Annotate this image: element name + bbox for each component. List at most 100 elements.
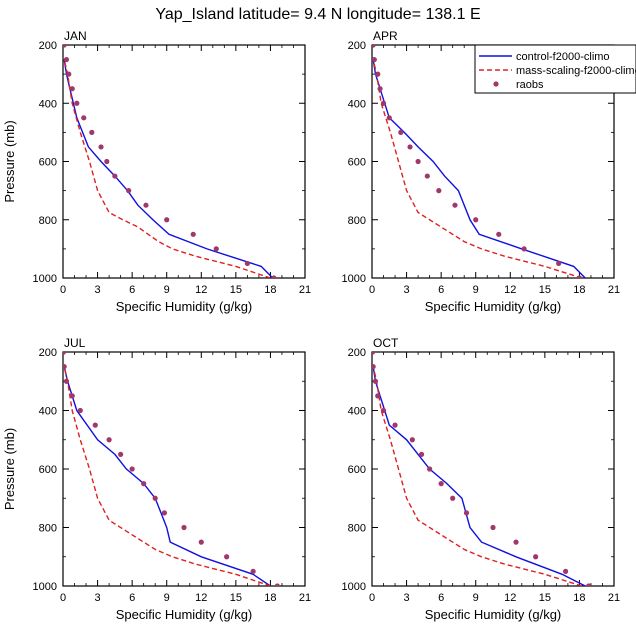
raobs-point <box>463 510 470 516</box>
raobs-point <box>129 466 135 472</box>
raobs-point <box>250 568 256 574</box>
x-axis-label: Specific Humidity (g/kg) <box>425 607 562 622</box>
y-tick-label: 400 <box>39 98 57 110</box>
plot-area <box>372 352 592 586</box>
mass-scaling-line <box>372 366 582 586</box>
x-tick-label: 0 <box>369 284 375 296</box>
raobs-point <box>427 466 433 472</box>
panel-oct: 0 3 6 9 12 15 18 21 200 400 600 800 1000 OCT Specific … <box>342 336 621 622</box>
raobs-point <box>377 86 383 92</box>
x-tick-label: 9 <box>473 284 479 296</box>
control-line <box>63 366 271 586</box>
raobs-point <box>424 173 430 179</box>
y-tick-label: 600 <box>348 157 366 169</box>
x-tick-label: 3 <box>404 284 410 296</box>
plot-area <box>372 45 586 278</box>
x-tick-label: 21 <box>299 592 311 604</box>
y-tick-label: 1000 <box>342 581 366 593</box>
raobs-point <box>106 437 112 443</box>
plot-frame <box>62 44 306 279</box>
raobs-point <box>409 437 415 443</box>
raobs-point <box>372 56 377 63</box>
x-tick-label: 18 <box>573 592 585 604</box>
raobs-point <box>586 583 592 586</box>
raobs-point <box>563 568 569 574</box>
raobs-point <box>521 246 527 252</box>
raobs-point <box>224 554 230 560</box>
raobs-point <box>418 451 425 457</box>
y-tick-label: 800 <box>39 215 57 227</box>
x-tick-label: 15 <box>539 284 551 296</box>
raobs-point <box>92 422 98 428</box>
x-tick-label: 18 <box>264 284 276 296</box>
raobs-point <box>438 481 444 487</box>
x-tick-label: 3 <box>95 592 101 604</box>
raobs-point <box>118 451 124 457</box>
x-tick-label: 3 <box>95 284 101 296</box>
raobs-point <box>407 144 413 150</box>
raobs-point <box>372 352 376 355</box>
y-tick-label: 800 <box>348 215 366 227</box>
raobs-point <box>244 260 250 267</box>
raobs-point <box>496 231 502 237</box>
raobs-point <box>372 364 376 370</box>
y-tick-label: 800 <box>39 523 57 535</box>
legend-box <box>474 44 636 94</box>
raobs-point <box>473 217 479 223</box>
y-tick-label: 400 <box>348 406 366 418</box>
x-tick-label: 12 <box>195 284 207 296</box>
panel-month-label: APR <box>373 29 398 43</box>
raobs-point <box>143 202 149 208</box>
x-tick-label: 6 <box>438 592 444 604</box>
plot-frame <box>62 351 306 587</box>
y-tick-label: 400 <box>39 406 57 418</box>
raobs-point <box>63 56 70 63</box>
raobs-point <box>490 524 496 531</box>
x-tick-label: 15 <box>230 284 242 296</box>
x-tick-label: 6 <box>129 284 135 296</box>
x-axis-label: Specific Humidity (g/kg) <box>425 299 562 314</box>
plot-frame <box>371 351 615 587</box>
x-tick-label: 3 <box>404 592 410 604</box>
legend-label: raobs <box>516 79 544 91</box>
raobs-point <box>533 554 539 560</box>
raobs-point <box>372 378 379 384</box>
raobs-point <box>576 275 583 278</box>
control-line <box>372 59 586 278</box>
raobs-point <box>89 129 95 135</box>
legend-marker-raobs <box>493 81 499 87</box>
y-axis-label: Pressure (mb) <box>2 120 17 202</box>
x-tick-label: 21 <box>299 284 311 296</box>
legend-label: mass-scaling-f2000-climo <box>516 65 636 77</box>
raobs-point <box>452 202 458 208</box>
raobs-point <box>415 158 421 165</box>
figure-title: Yap_Island latitude= 9.4 N longitude= 13… <box>155 6 480 23</box>
panel-month-label: JAN <box>64 29 87 43</box>
x-axis-label: Specific Humidity (g/kg) <box>116 607 253 622</box>
raobs-point <box>386 115 392 121</box>
x-tick-label: 9 <box>473 592 479 604</box>
raobs-point <box>63 352 67 355</box>
y-tick-label: 600 <box>39 464 57 476</box>
x-tick-label: 21 <box>608 592 620 604</box>
raobs-point <box>372 45 376 48</box>
panel-apr: 0 3 6 9 12 15 18 21 200 400 600 800 1000 APR Specific … <box>342 29 621 314</box>
x-tick-label: 9 <box>164 592 170 604</box>
raobs-point <box>436 188 442 194</box>
panel-jul: 0 3 6 9 12 15 18 21 200 400 600 800 1000 JUL Specific … <box>2 336 311 622</box>
y-tick-label: 800 <box>348 523 366 535</box>
raobs-point <box>513 539 519 545</box>
x-tick-label: 12 <box>504 592 516 604</box>
x-tick-label: 21 <box>608 284 620 296</box>
raobs-point <box>271 275 277 278</box>
y-axis-label: Pressure (mb) <box>2 428 17 510</box>
y-tick-label: 200 <box>348 347 366 359</box>
raobs-point <box>181 524 187 531</box>
raobs-point <box>126 188 132 194</box>
x-axis-label: Specific Humidity (g/kg) <box>116 299 253 314</box>
y-tick-label: 200 <box>39 40 57 52</box>
raobs-point <box>213 246 219 252</box>
raobs-point <box>161 510 168 516</box>
y-tick-label: 1000 <box>342 273 366 285</box>
raobs-point <box>380 407 387 414</box>
